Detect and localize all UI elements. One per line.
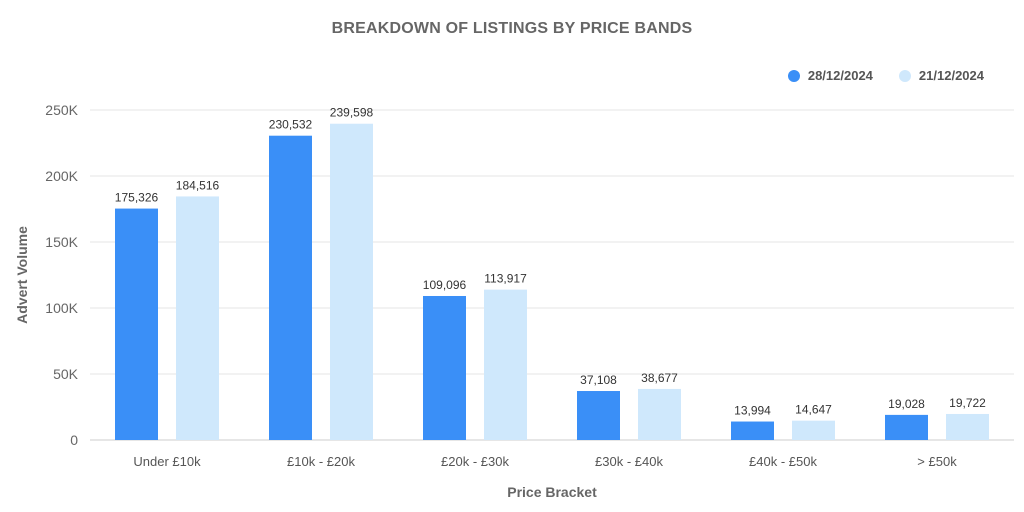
bar: [115, 208, 158, 440]
x-tick-label: > £50k: [917, 454, 957, 469]
bar: [577, 391, 620, 440]
legend-swatch-series-1: [787, 69, 800, 82]
data-label: 230,532: [269, 118, 313, 132]
bar: [885, 414, 928, 440]
y-tick-label: 100K: [45, 300, 78, 316]
y-tick-label: 50K: [53, 366, 79, 382]
bar: [792, 420, 835, 440]
data-label: 19,028: [888, 397, 925, 411]
data-label: 13,994: [734, 404, 771, 418]
bar: [484, 289, 527, 440]
legend-label-series-1: 28/12/2024: [807, 68, 873, 83]
data-label: 184,516: [176, 178, 220, 192]
bar: [330, 123, 373, 440]
x-tick-label: £30k - £40k: [595, 454, 663, 469]
data-label: 113,917: [484, 272, 527, 286]
bar: [176, 196, 219, 440]
x-axis-title: Price Bracket: [507, 484, 597, 500]
data-label: 14,647: [795, 403, 832, 417]
y-tick-label: 150K: [45, 234, 78, 250]
data-label: 19,722: [949, 396, 986, 410]
y-tick-label: 200K: [45, 168, 78, 184]
bar: [731, 421, 774, 440]
bar: [423, 295, 466, 440]
legend-item-series-1[interactable]: 28/12/2024: [787, 68, 873, 83]
chart-title: BREAKDOWN OF LISTINGS BY PRICE BANDS: [331, 20, 693, 37]
data-label: 239,598: [330, 106, 374, 120]
data-label: 175,326: [115, 191, 159, 205]
bar: [638, 388, 681, 440]
legend-label-series-2: 21/12/2024: [918, 68, 984, 83]
data-label: 38,677: [641, 371, 678, 385]
x-tick-label: £20k - £30k: [441, 454, 509, 469]
legend-item-series-2[interactable]: 21/12/2024: [898, 68, 984, 83]
x-tick-label: Under £10k: [133, 454, 201, 469]
x-tick-label: £40k - £50k: [749, 454, 817, 469]
y-tick-label: 0: [70, 432, 78, 448]
legend-swatch-series-2: [898, 69, 911, 82]
data-label: 37,108: [580, 373, 617, 387]
x-tick-label: £10k - £20k: [287, 454, 355, 469]
data-label: 109,096: [423, 278, 467, 292]
bar: [946, 413, 989, 440]
legend: 28/12/2024 21/12/2024: [787, 68, 984, 83]
y-tick-label: 250K: [45, 102, 78, 118]
bar: [269, 135, 312, 440]
